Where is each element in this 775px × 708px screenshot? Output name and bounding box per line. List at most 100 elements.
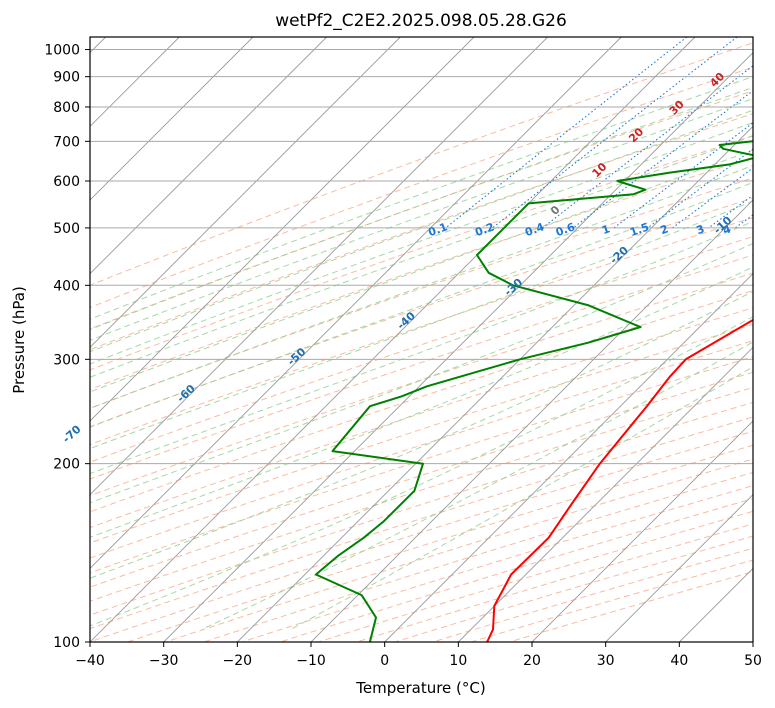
moist-adiabat-line [90,109,753,353]
x-tick-label: 0 [380,653,389,669]
moist-adiabat-line [90,76,753,320]
x-tick-label: 30 [597,653,615,669]
dry-adiabat-line [90,66,753,309]
dry-adiabat-line [90,356,753,574]
mixing-ratio-line [708,194,753,229]
mixing-ratio-line [492,37,738,229]
mixing-ratio-label: 0.6 [554,220,577,239]
y-tick-label: 200 [53,457,80,473]
moist-adiabat-line [290,366,753,630]
mixing-ratio-label: 1.5 [628,220,651,239]
dry-adiabat-line [90,416,753,630]
y-tick-label: 100 [53,635,80,651]
isotherm-line [752,641,753,642]
y-tick-label: 600 [53,174,80,190]
pressure-gridlines [90,49,753,642]
dry-adiabat-line [90,323,753,544]
moist-adiabat-line [90,98,753,341]
y-tick-label: 300 [53,352,80,368]
mixing-ratio-line [542,65,753,229]
mixing-ratio-label: 2 [658,222,670,237]
y-tick-label: 400 [53,278,80,294]
dry-adiabat-line [90,272,753,497]
mixing-ratio-label: 1 [600,222,612,237]
dry-adiabat-line [241,485,753,642]
isotherm-line [605,494,753,642]
isotherm-line [237,125,753,642]
moist-adiabat-line [90,266,753,538]
isotherm-line [90,37,475,422]
y-tick-label: 900 [53,70,80,86]
moist-adiabat-label: 20 [626,125,646,145]
isotherm-line [90,37,254,201]
y-axis: 1000 900 800 700 600 500 400 300 200 100 [44,43,90,651]
mixing-ratio-line [734,214,753,229]
x-tick-label: −30 [149,653,179,669]
dry-adiabat-line [280,498,753,642]
moist-adiabat-line [90,149,753,393]
dry-adiabat-line [90,236,753,463]
isotherm-line [90,37,548,496]
isotherm-label: -40 [395,309,419,332]
x-axis-title: Temperature (°C) [355,679,485,697]
temperature-line [486,318,753,642]
dry-adiabat-line [165,458,753,642]
isotherm-label: -50 [285,345,309,368]
dry-adiabat-line [90,430,753,642]
isotherm-line [310,199,753,642]
moist-adiabat-label: 10 [590,160,610,180]
moist-adiabat-line [201,341,753,630]
x-tick-label: −20 [223,653,253,669]
y-tick-label: 500 [53,221,80,237]
dry-adiabat-line [203,471,753,642]
chart-title: wetPf2_C2E2.2025.098.05.28.G26 [275,11,567,31]
mixing-ratio-line [445,37,688,229]
moist-adiabat-line [90,164,753,409]
mixing-ratio-label: 3 [695,222,707,237]
mixing-ratio-line [572,90,753,229]
profile-lines [314,140,753,642]
dry-adiabat-line [90,307,753,529]
isotherm-label: -60 [174,382,198,405]
isotherm-line [384,273,753,642]
isotherm-line [531,420,753,642]
x-tick-label: 20 [523,653,541,669]
line-labels: -100-90-80-70-60-50-40-30-20-100.10.20.4… [60,70,735,446]
y-tick-label: 800 [53,100,80,116]
isotherm-line [90,37,622,569]
dry-adiabat-line [90,401,753,616]
background-lines [90,37,753,642]
x-tick-label: 50 [744,653,762,669]
mixing-ratio-line [613,122,753,229]
isotherm-label: -70 [60,422,84,445]
moist-adiabat-line [90,242,753,504]
isotherm-line [90,37,401,348]
moist-adiabat-line [90,290,753,579]
dry-adiabat-line [90,254,753,480]
dry-adiabat-line [127,444,753,642]
dry-adiabat-line [90,113,753,351]
dry-adiabat-line [90,217,753,446]
isotherm-line [458,346,753,642]
moist-adiabat-line [90,135,753,378]
mixing-ratio-line [672,167,753,229]
y-axis-title: Pressure (hPa) [10,286,28,394]
moist-adiabat-line [90,220,753,475]
y-tick-label: 1000 [44,43,80,59]
isotherm-line [90,37,696,642]
x-axis: −40 −30 −20 −10 0 10 20 30 40 50 [75,642,762,669]
mixing-ratio-label: 0.4 [523,220,546,239]
mixing-ratio-label: 4 [721,222,733,237]
x-tick-label: −40 [75,653,105,669]
moist-adiabat-line [90,181,753,428]
y-tick-label: 700 [53,134,80,150]
moist-adiabat-line [90,86,753,331]
plot-frame [89,36,754,643]
x-tick-label: 40 [670,653,688,669]
mixing-ratio-label: 0.1 [427,220,450,239]
x-tick-label: −10 [296,653,326,669]
dry-adiabat-line [90,340,753,559]
isotherm-line [163,52,753,642]
isotherm-line [679,567,753,642]
